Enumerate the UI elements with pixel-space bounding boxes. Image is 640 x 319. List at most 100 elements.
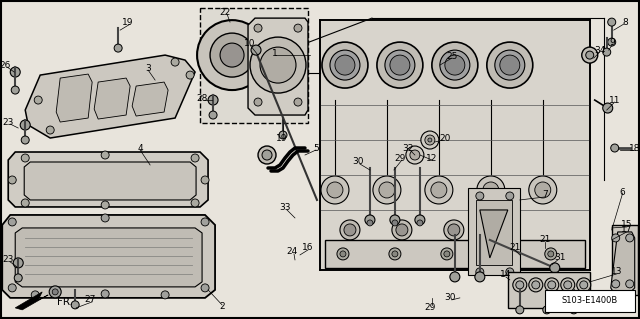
Circle shape: [49, 286, 61, 298]
Circle shape: [495, 50, 525, 80]
Circle shape: [548, 251, 554, 257]
Circle shape: [543, 306, 551, 314]
Text: 23: 23: [3, 117, 14, 127]
Circle shape: [101, 290, 109, 298]
Circle shape: [8, 176, 16, 184]
Circle shape: [260, 47, 296, 83]
Circle shape: [251, 45, 261, 55]
Polygon shape: [24, 162, 196, 200]
Polygon shape: [320, 20, 589, 270]
Circle shape: [390, 55, 410, 75]
Text: 7: 7: [542, 190, 548, 199]
Circle shape: [191, 199, 199, 207]
Circle shape: [321, 176, 349, 204]
Circle shape: [476, 192, 484, 200]
Circle shape: [444, 220, 464, 240]
Circle shape: [506, 192, 514, 200]
Circle shape: [500, 55, 520, 75]
Circle shape: [13, 258, 23, 268]
Circle shape: [279, 131, 287, 139]
Polygon shape: [480, 210, 508, 258]
Circle shape: [209, 111, 217, 119]
Text: 15: 15: [621, 220, 632, 229]
Polygon shape: [56, 74, 92, 122]
Bar: [545, 290, 635, 312]
Circle shape: [516, 306, 524, 314]
Circle shape: [21, 136, 29, 144]
Circle shape: [335, 55, 355, 75]
Text: 18: 18: [629, 144, 640, 152]
Circle shape: [21, 199, 29, 207]
Circle shape: [483, 182, 499, 198]
Text: 25: 25: [446, 52, 458, 61]
Circle shape: [586, 51, 594, 59]
Text: 11: 11: [609, 96, 620, 105]
Circle shape: [561, 278, 575, 292]
Circle shape: [580, 281, 588, 289]
Circle shape: [258, 146, 276, 164]
Circle shape: [500, 224, 512, 236]
Circle shape: [535, 182, 551, 198]
Circle shape: [417, 220, 423, 226]
Circle shape: [210, 33, 254, 77]
Circle shape: [476, 268, 484, 276]
Text: 19: 19: [122, 18, 134, 26]
Circle shape: [171, 58, 179, 66]
Circle shape: [626, 280, 634, 288]
Circle shape: [603, 103, 612, 113]
Circle shape: [114, 44, 122, 52]
Text: 13: 13: [611, 267, 623, 276]
Text: 21: 21: [509, 243, 520, 252]
Circle shape: [440, 50, 470, 80]
Polygon shape: [468, 188, 520, 275]
Text: 10: 10: [244, 39, 256, 48]
Circle shape: [603, 48, 611, 56]
Circle shape: [31, 291, 39, 299]
Circle shape: [450, 272, 460, 282]
Text: 3: 3: [145, 63, 151, 73]
Circle shape: [52, 289, 58, 295]
Circle shape: [201, 284, 209, 292]
Text: 33: 33: [279, 204, 291, 212]
Circle shape: [250, 37, 306, 93]
Circle shape: [294, 24, 302, 32]
Polygon shape: [508, 272, 589, 308]
Text: 20: 20: [439, 134, 451, 143]
Circle shape: [385, 50, 415, 80]
Text: 26: 26: [0, 61, 11, 70]
Circle shape: [340, 220, 360, 240]
Circle shape: [294, 98, 302, 106]
Circle shape: [545, 248, 557, 260]
Text: 8: 8: [623, 18, 628, 26]
Circle shape: [101, 214, 109, 222]
Circle shape: [608, 38, 616, 46]
Circle shape: [20, 120, 30, 130]
Text: 22: 22: [220, 8, 230, 17]
Circle shape: [406, 146, 424, 164]
Circle shape: [377, 42, 423, 88]
Polygon shape: [15, 292, 48, 310]
Circle shape: [389, 248, 401, 260]
Circle shape: [529, 278, 543, 292]
Circle shape: [340, 251, 346, 257]
Circle shape: [367, 220, 373, 226]
Circle shape: [322, 42, 368, 88]
Text: 4: 4: [138, 144, 143, 152]
Text: 28: 28: [196, 93, 208, 102]
Text: 23: 23: [3, 256, 14, 264]
Circle shape: [545, 278, 559, 292]
Circle shape: [186, 71, 194, 79]
Polygon shape: [25, 55, 195, 138]
Circle shape: [529, 176, 557, 204]
Circle shape: [392, 220, 398, 226]
Text: 6: 6: [620, 189, 625, 197]
Circle shape: [327, 182, 343, 198]
Polygon shape: [94, 78, 130, 119]
Circle shape: [425, 176, 453, 204]
Circle shape: [390, 215, 400, 225]
Circle shape: [46, 126, 54, 134]
Circle shape: [101, 151, 109, 159]
Text: 31: 31: [554, 253, 566, 263]
Circle shape: [379, 182, 395, 198]
Text: 30: 30: [352, 158, 364, 167]
